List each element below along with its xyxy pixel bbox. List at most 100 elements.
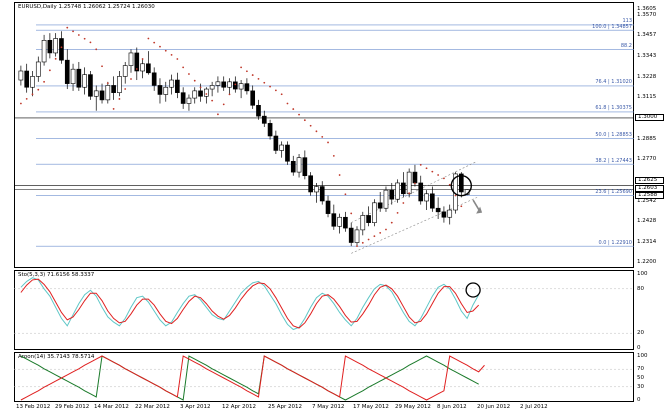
psar-dot <box>217 113 219 116</box>
psar-dot <box>66 26 69 29</box>
candle-body <box>343 216 348 229</box>
stochastic-pane[interactable]: Sto(5,3,3) 71.6156 58.3337 <box>14 270 634 350</box>
price-tick-label: 1.2542 <box>637 197 657 204</box>
price-tick-label: 1.3605 <box>637 5 657 12</box>
psar-dot <box>454 194 457 197</box>
candle-body <box>41 40 47 63</box>
aroon-header: Aroon(14) 35.7143 78.5714 <box>18 354 95 360</box>
psar-dot <box>338 174 341 176</box>
fib-level-label: 50.0 | 1.28853 <box>595 132 632 139</box>
candle-body <box>285 144 290 162</box>
candle-body <box>209 85 215 90</box>
psar-dot <box>379 231 382 234</box>
psar-dot <box>390 221 393 224</box>
psar-dot <box>448 183 451 186</box>
candle-body <box>261 115 267 124</box>
candle-body <box>180 92 186 104</box>
psar-dot <box>95 48 98 51</box>
price-tick-label: 1.3570 <box>637 12 657 19</box>
channel-lower-line <box>351 197 478 254</box>
candle-body <box>88 74 93 97</box>
psar-dot <box>19 102 22 105</box>
psar-dot <box>112 108 115 110</box>
stoch-highlight-circle <box>465 282 481 298</box>
price-tick-label: 1.2770 <box>637 156 657 163</box>
psar-dot <box>396 211 399 214</box>
psar-dot <box>118 98 121 100</box>
candle-body <box>215 81 221 86</box>
date-tick-label: 17 May 2012 <box>353 404 389 410</box>
candle-body <box>401 182 406 195</box>
price-tick-label: 1.2314 <box>637 238 657 245</box>
price-tick-label: 1.2200 <box>637 259 657 266</box>
stoch-axis-label: 20 <box>637 330 644 337</box>
candle-body <box>377 202 383 209</box>
psar-dot <box>54 57 57 60</box>
price-marker-box: 1.2603 <box>635 185 664 193</box>
candle-body <box>256 105 261 117</box>
fib-level-label: 61.8 | 1.30375 <box>595 105 632 112</box>
date-tick-label: 8 Jun 2012 <box>437 404 467 410</box>
candle-body <box>82 74 87 88</box>
psar-dot <box>298 113 300 116</box>
psar-dot <box>419 163 422 166</box>
psar-dot <box>408 192 411 195</box>
stochastic-header: Sto(5,3,3) 71.6156 58.3337 <box>18 272 95 278</box>
psar-dot <box>263 81 266 84</box>
aroon-axis-label: 100 <box>637 353 648 359</box>
candle-body <box>424 193 429 202</box>
psar-dot <box>350 212 353 215</box>
forecast-arrow <box>472 199 480 211</box>
price-marker-box: 1.2625 <box>635 177 664 185</box>
psar-dot <box>356 245 358 248</box>
psar-dot <box>222 103 225 106</box>
psar-dot <box>402 202 405 204</box>
psar-dot <box>245 70 248 73</box>
symbol-header: EURUSD,Daily 1.25748 1.26062 1.25724 1.2… <box>18 4 155 10</box>
candle-body <box>151 72 157 86</box>
psar-dot <box>141 58 144 60</box>
psar-dot <box>437 174 440 176</box>
main-price-pane[interactable]: EURUSD,Daily 1.25748 1.26062 1.25724 1.2… <box>14 2 634 268</box>
candle-body <box>435 207 441 213</box>
aroon-down-line <box>20 355 485 401</box>
psar-dot <box>193 79 196 82</box>
psar-dot <box>153 41 156 44</box>
channel-upper-line <box>351 161 478 223</box>
psar-dot <box>205 93 208 95</box>
psar-dot <box>257 77 260 80</box>
candle-body <box>140 63 145 72</box>
candle-body <box>290 160 296 173</box>
psar-dot <box>101 65 103 68</box>
psar-dot <box>443 177 445 180</box>
candle-body <box>337 216 342 227</box>
price-tick-label: 1.3457 <box>637 32 657 39</box>
psar-dot <box>286 102 289 105</box>
date-tick-label: 12 Apr 2012 <box>222 404 257 410</box>
date-tick-label: 2 Jul 2012 <box>520 404 548 410</box>
candle-body <box>325 200 331 214</box>
psar-dot <box>83 37 86 40</box>
psar-dot <box>228 93 231 96</box>
candle-body <box>383 189 389 209</box>
candle-body <box>250 90 256 106</box>
psar-dot <box>25 97 28 100</box>
candle-body <box>70 68 76 84</box>
candle-body <box>175 79 180 93</box>
psar-dot <box>332 154 335 157</box>
candle-body <box>389 189 395 200</box>
candle-body <box>47 40 53 54</box>
candle-body <box>163 86 169 95</box>
date-tick-label: 3 Apr 2012 <box>180 404 211 410</box>
psar-dot <box>344 193 347 196</box>
candle-body <box>319 186 325 202</box>
candle-body <box>406 171 412 195</box>
psar-dot <box>367 238 370 241</box>
aroon-pane[interactable]: Aroon(14) 35.7143 78.5714 <box>14 352 634 402</box>
candle-body <box>412 171 418 184</box>
psar-dot <box>460 205 463 208</box>
candle-body <box>418 182 424 202</box>
fib-level-label: 113 <box>622 18 632 25</box>
